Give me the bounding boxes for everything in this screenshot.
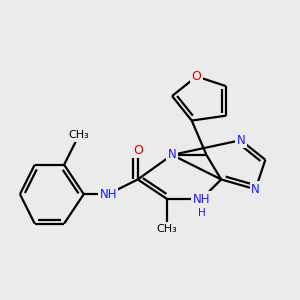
Text: N: N: [168, 148, 176, 161]
Text: N: N: [236, 134, 245, 147]
Text: CH₃: CH₃: [68, 130, 89, 140]
Text: H: H: [198, 208, 206, 218]
Text: O: O: [133, 143, 143, 157]
Text: N: N: [251, 183, 260, 196]
Text: NH: NH: [193, 193, 210, 206]
Text: CH₃: CH₃: [157, 224, 178, 233]
Text: O: O: [192, 70, 202, 83]
Text: NH: NH: [100, 188, 117, 201]
